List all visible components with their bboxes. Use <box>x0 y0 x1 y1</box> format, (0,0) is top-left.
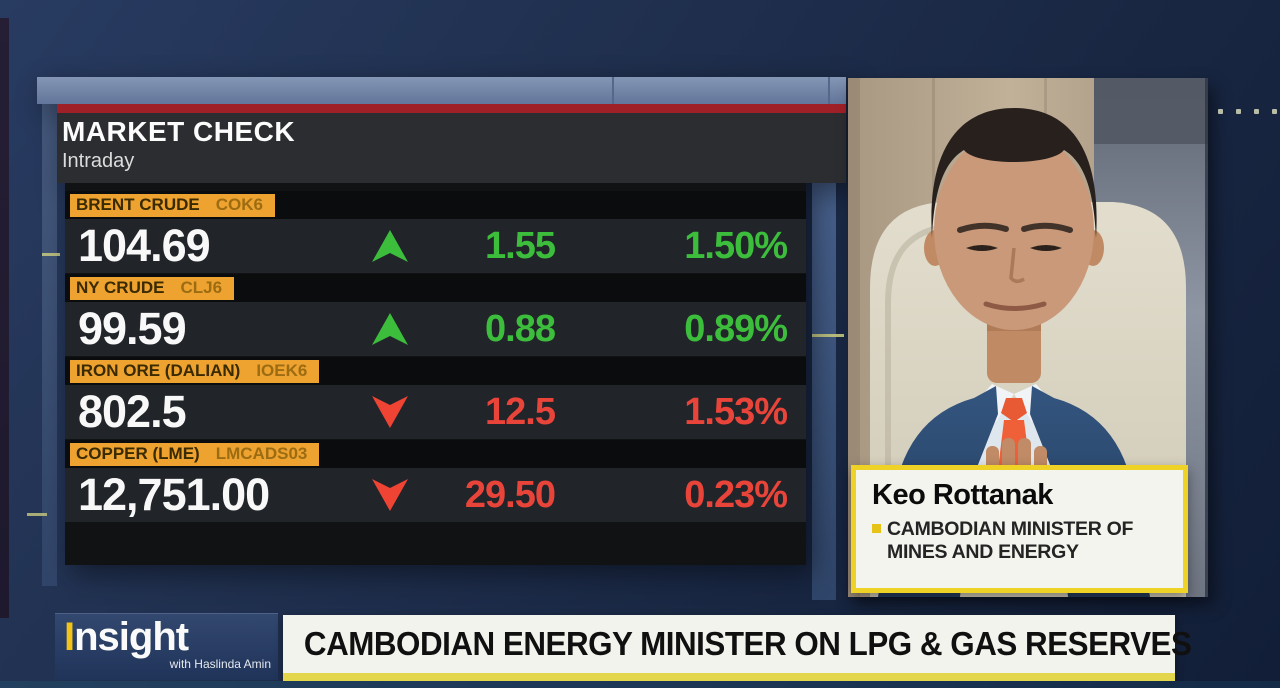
show-byline: with Haslinda Amin <box>169 657 271 671</box>
market-rows: BRENT CRUDE COK6 104.69 1.55 1.50% NY CRU… <box>65 183 806 565</box>
top-bar-seam <box>828 77 830 104</box>
percent-change: 0.89% <box>684 308 788 350</box>
guest-title: CAMBODIAN MINISTER OF MINES AND ENERGY <box>872 518 1171 564</box>
security-label-row: COPPER (LME) LMCADS03 <box>65 440 806 468</box>
change-value: 0.88 <box>485 308 556 350</box>
security-label-row: NY CRUDE CLJ6 <box>65 274 806 302</box>
price-value: 104.69 <box>78 220 211 271</box>
security-price-row: 12,751.00 29.50 0.23% <box>65 468 806 522</box>
banner-accent-strip <box>283 673 1175 682</box>
bottom-strip <box>0 681 1280 688</box>
guest-title-text: CAMBODIAN MINISTER OF MINES AND ENERGY <box>887 518 1133 564</box>
price-value: 12,751.00 <box>78 469 270 520</box>
market-row-ironore: IRON ORE (DALIAN) IOEK6 802.5 12.5 1.53% <box>65 357 806 439</box>
percent-change: 0.23% <box>684 474 788 516</box>
backdrop-dash <box>27 513 47 516</box>
security-name: IRON ORE (DALIAN) <box>76 360 241 380</box>
up-arrow-icon <box>370 312 410 346</box>
bullet-icon <box>872 524 881 533</box>
guest-name-plate: Keo Rottanak CAMBODIAN MINISTER OF MINES… <box>851 465 1188 593</box>
market-row-copper: COPPER (LME) LMCADS03 12,751.00 29.50 0.2… <box>65 440 806 522</box>
market-check-panel: MARKET CHECK Intraday BRENT CRUDE COK6 10… <box>37 77 846 565</box>
guest-title-line1: CAMBODIAN MINISTER OF <box>887 518 1134 540</box>
security-price-row: 104.69 1.55 1.50% <box>65 219 806 273</box>
down-arrow-icon <box>370 478 410 512</box>
dot <box>1272 109 1277 114</box>
security-label: IRON ORE (DALIAN) IOEK6 <box>70 359 320 383</box>
market-row-nycrude: NY CRUDE CLJ6 99.59 0.88 0.89% <box>65 274 806 356</box>
panel-red-strip <box>57 104 846 113</box>
security-ticker: IOEK6 <box>256 360 308 380</box>
dot <box>1236 109 1241 114</box>
percent-change: 1.53% <box>684 391 788 433</box>
security-price-row: 99.59 0.88 0.89% <box>65 302 806 356</box>
price-value: 99.59 <box>78 303 187 354</box>
backdrop-strip-left <box>42 104 57 586</box>
security-ticker: CLJ6 <box>180 277 223 297</box>
headline-text: CAMBODIAN ENERGY MINISTER ON LPG & GAS R… <box>303 625 1192 662</box>
guest-name: Keo Rottanak <box>872 479 1053 511</box>
market-row-brent: BRENT CRUDE COK6 104.69 1.55 1.50% <box>65 191 806 273</box>
dot <box>1218 109 1223 114</box>
price-value: 802.5 <box>78 386 187 437</box>
security-label: BRENT CRUDE COK6 <box>70 193 275 217</box>
backdrop-dash <box>812 334 844 337</box>
left-edge-shadow <box>0 18 9 618</box>
up-arrow-icon <box>370 229 410 263</box>
security-label: NY CRUDE CLJ6 <box>70 276 235 300</box>
security-name: BRENT CRUDE <box>76 194 200 214</box>
security-label: COPPER (LME) LMCADS03 <box>70 442 320 466</box>
backdrop-dash <box>42 253 60 256</box>
change-value: 1.55 <box>485 225 556 267</box>
guest-title-line2: MINES AND ENERGY <box>887 541 1079 563</box>
percent-change: 1.50% <box>684 225 788 267</box>
change-value: 12.5 <box>485 391 556 433</box>
ticker-dots-icon <box>1218 101 1280 119</box>
security-ticker: COK6 <box>215 194 263 214</box>
security-name: NY CRUDE <box>76 277 165 297</box>
panel-top-bar <box>37 77 846 104</box>
headline-banner: CAMBODIAN ENERGY MINISTER ON LPG & GAS R… <box>283 615 1192 682</box>
panel-title: MARKET CHECK <box>62 116 296 147</box>
security-name: COPPER (LME) <box>76 443 200 463</box>
show-name: Insight <box>64 615 189 659</box>
top-bar-seam <box>612 77 614 104</box>
panel-header: MARKET CHECK Intraday <box>57 113 846 183</box>
show-logo-block: Insight with Haslinda Amin <box>55 613 278 680</box>
security-ticker: LMCADS03 <box>215 443 308 463</box>
backdrop-strip-right <box>812 104 836 600</box>
down-arrow-icon <box>370 395 410 429</box>
dot <box>1254 109 1259 114</box>
panel-subtitle: Intraday <box>62 150 135 172</box>
security-price-row: 802.5 12.5 1.53% <box>65 385 806 439</box>
change-value: 29.50 <box>464 474 556 516</box>
security-label-row: IRON ORE (DALIAN) IOEK6 <box>65 357 806 385</box>
security-label-row: BRENT CRUDE COK6 <box>65 191 806 219</box>
